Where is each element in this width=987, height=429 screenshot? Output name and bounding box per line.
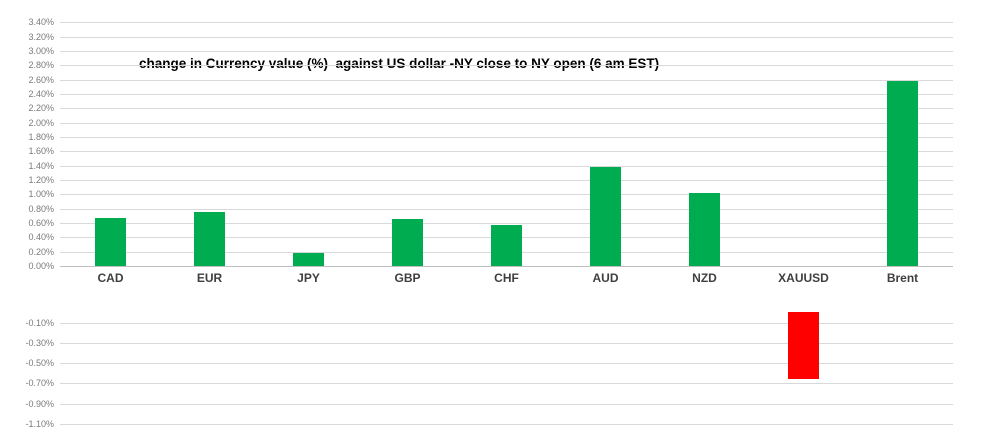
gridline (60, 137, 953, 138)
y-axis-tick-label: 3.00% (28, 46, 54, 56)
x-axis-label-brent: Brent (886, 271, 919, 285)
x-axis-label-aud: AUD (592, 271, 619, 285)
gridline (60, 166, 953, 167)
y-axis-tick-label: -0.30% (25, 338, 54, 348)
y-axis-tick-label: 2.00% (28, 118, 54, 128)
x-axis-label-chf: CHF (494, 271, 519, 285)
y-axis-tick-label: 0.40% (28, 232, 54, 242)
bar-jpy (293, 253, 324, 266)
y-axis-tick-label: -0.90% (25, 399, 54, 409)
gridline (60, 37, 953, 38)
y-axis-tick-label: 1.40% (28, 161, 54, 171)
y-axis-tick-label: -0.50% (25, 358, 54, 368)
y-axis-tick-label: 0.20% (28, 247, 54, 257)
bar-brent (887, 81, 918, 266)
x-axis-label-xauusd: XAUUSD (778, 271, 829, 285)
gridline (60, 209, 953, 210)
gridline (60, 151, 953, 152)
y-axis-tick-label: 2.60% (28, 75, 54, 85)
bar-nzd (689, 193, 720, 266)
gridline (60, 194, 953, 195)
gridline (60, 22, 953, 23)
gridline (60, 65, 953, 66)
y-axis-tick-label: -0.70% (25, 378, 54, 388)
gridline (60, 80, 953, 81)
gridline (60, 343, 953, 344)
y-axis-tick-label: 1.00% (28, 189, 54, 199)
gridline (60, 94, 953, 95)
y-axis-tick-label: 3.20% (28, 32, 54, 42)
bar-aud (590, 167, 621, 266)
y-axis-tick-label: 1.60% (28, 146, 54, 156)
bar-xauusd (788, 312, 819, 379)
y-axis-tick-label: 3.40% (28, 17, 54, 27)
gridline (60, 383, 953, 384)
bar-eur (194, 212, 225, 266)
x-axis-label-cad: CAD (97, 271, 124, 285)
gridline (60, 123, 953, 124)
y-axis-tick-label: 2.80% (28, 60, 54, 70)
y-axis-tick-label: 2.20% (28, 103, 54, 113)
gridline (60, 424, 953, 425)
y-axis-tick-label: 0.00% (28, 261, 54, 271)
y-axis-tick-label: 2.40% (28, 89, 54, 99)
x-axis-label-nzd: NZD (692, 271, 717, 285)
y-axis-tick-label: 1.20% (28, 175, 54, 185)
gridline (60, 223, 953, 224)
zero-axis-line (60, 266, 953, 267)
gridline (60, 404, 953, 405)
gridline (60, 108, 953, 109)
x-axis-label-jpy: JPY (297, 271, 320, 285)
y-axis-tick-label: -1.10% (25, 419, 54, 429)
gridline (60, 51, 953, 52)
y-axis-tick-label: 1.80% (28, 132, 54, 142)
x-axis-label-eur: EUR (196, 271, 223, 285)
gridline (60, 180, 953, 181)
bar-gbp (392, 219, 423, 266)
bar-cad (95, 218, 126, 266)
bar-chf (491, 225, 522, 266)
y-axis-tick-label: 0.60% (28, 218, 54, 228)
x-axis-label-gbp: GBP (394, 271, 421, 285)
gridline (60, 363, 953, 364)
y-axis-tick-label: -0.10% (25, 318, 54, 328)
y-axis-tick-label: 0.80% (28, 204, 54, 214)
gridline (60, 323, 953, 324)
chart-title: change in Currency value (%) against US … (135, 55, 664, 72)
